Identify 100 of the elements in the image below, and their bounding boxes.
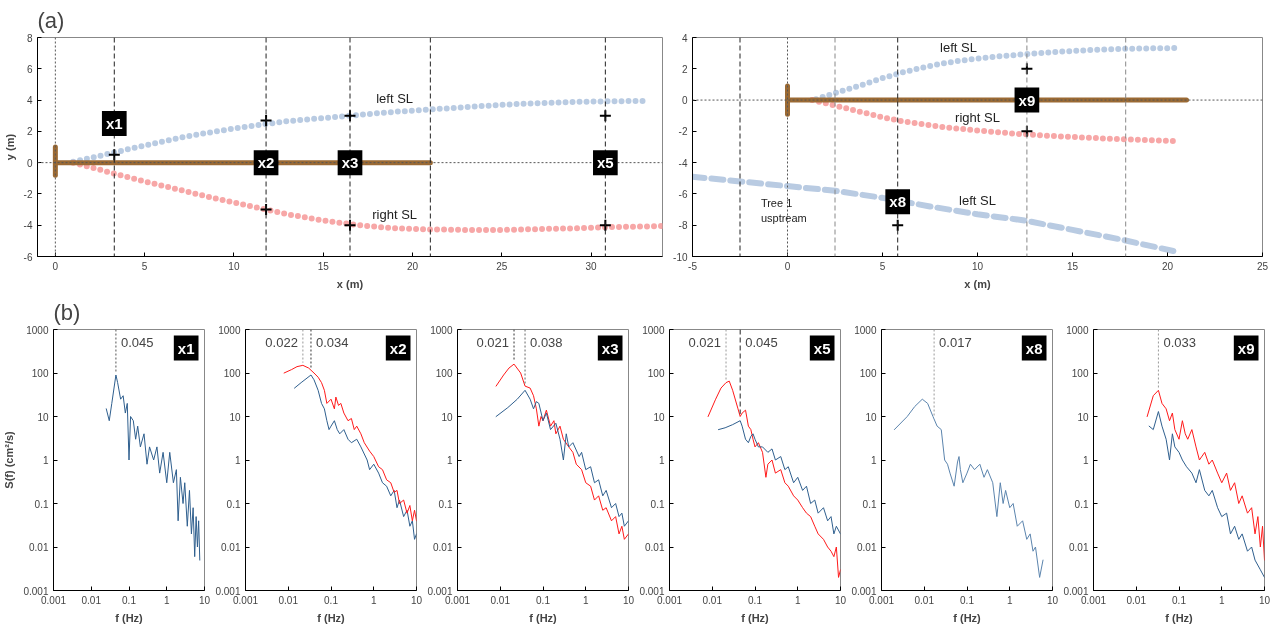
y-tick-label: 0 <box>26 157 33 169</box>
y-tick-label: 0.001 <box>851 585 877 597</box>
y-tick-label: 0.1 <box>438 498 453 510</box>
y-tick-label: 4 <box>26 95 33 107</box>
y-tick-label: -6 <box>678 188 688 200</box>
x-tick-label: 0.1 <box>748 594 763 606</box>
y-tick-label: 1 <box>234 455 241 466</box>
x-tick-label: 0.1 <box>324 594 339 606</box>
annotation: x2 <box>389 339 407 357</box>
x-axis-title: f (Hz) <box>115 611 144 624</box>
y-tick-label: 0.1 <box>862 498 877 510</box>
x-tick-label: 1 <box>582 594 589 606</box>
x-tick-label: 0.01 <box>490 594 511 606</box>
y-tick-label: 0.01 <box>645 542 665 553</box>
x-tick-label: 5 <box>141 260 148 272</box>
y-tick-label: 4 <box>681 32 688 44</box>
x-tick-label: 10 <box>971 260 984 272</box>
y-tick-label: 0.01 <box>221 542 241 553</box>
y-tick-label: 10 <box>229 411 241 423</box>
ref-line-label: 0.033 <box>1163 334 1196 350</box>
y-tick-label: -2 <box>678 126 688 138</box>
x-tick-label: 0.1 <box>122 594 137 606</box>
x-tick-label: 15 <box>1066 260 1079 272</box>
y-tick-label: 0.001 <box>639 585 665 597</box>
y-tick-label: 8 <box>26 32 33 44</box>
y-tick-label: 0.1 <box>34 498 49 510</box>
y-tick-label: 100 <box>859 368 877 379</box>
annotation: x8 <box>889 193 907 211</box>
x-tick-label: 0.01 <box>1126 594 1147 606</box>
y-tick-label: 0.01 <box>29 542 49 553</box>
x-tick-label: 10 <box>622 594 635 606</box>
y-tick-label: 10 <box>653 411 665 423</box>
x-axis-title: f (Hz) <box>953 611 982 624</box>
x-tick-label: 15 <box>317 260 330 272</box>
x-tick-label: 10 <box>410 594 423 606</box>
annotation: x1 <box>177 339 195 357</box>
y-tick-label: 0.01 <box>433 542 453 553</box>
x-tick-label: 0.1 <box>960 594 975 606</box>
ref-line-label: 0.034 <box>315 334 349 350</box>
y-tick-label: 1000 <box>642 324 665 336</box>
x-axis-title: f (Hz) <box>317 611 346 624</box>
x-tick-label: 30 <box>585 260 598 272</box>
x-tick-label: 10 <box>1046 594 1059 606</box>
x-tick-label: 1 <box>794 594 801 606</box>
y-tick-label: -8 <box>678 220 688 232</box>
ref-line-label: 0.021 <box>476 334 510 350</box>
y-tick-label: 1 <box>42 455 49 466</box>
ref-line-label: 0.038 <box>530 334 563 350</box>
x-tick-label: -5 <box>688 260 698 272</box>
annotation: x2 <box>257 154 275 172</box>
y-tick-label: 1000 <box>1066 324 1089 336</box>
annotation: x1 <box>105 115 123 133</box>
y-tick-label: 0.1 <box>1074 498 1089 510</box>
series-label: left SL <box>959 193 996 209</box>
y-axis-title: y (m) <box>3 133 16 161</box>
y-tick-label: 1000 <box>218 324 241 336</box>
y-tick-label: 10 <box>441 411 453 423</box>
x-tick-label: 25 <box>496 260 508 272</box>
x-tick-label: 0 <box>784 260 791 272</box>
y-tick-label: 100 <box>1071 368 1089 379</box>
x-tick-label: 1 <box>1006 594 1013 606</box>
x-tick-label: 20 <box>406 260 419 272</box>
y-tick-label: 1000 <box>854 324 877 336</box>
y-tick-label: 10 <box>865 411 877 423</box>
x-tick-label: 25 <box>1256 260 1269 272</box>
y-tick-label: 0.001 <box>1063 585 1089 597</box>
x-tick-label: 1 <box>370 594 377 606</box>
ref-line-label: 0.045 <box>120 334 154 350</box>
y-tick-label: 1000 <box>430 324 453 336</box>
ref-line-label: 0.022 <box>265 334 298 350</box>
y-tick-label: 0.1 <box>650 498 665 510</box>
x-axis-title: f (Hz) <box>1165 611 1194 624</box>
x-tick-label: 10 <box>198 594 211 606</box>
y-tick-label: -4 <box>678 157 688 169</box>
x-tick-label: 0.01 <box>702 594 723 606</box>
x-axis-title: f (Hz) <box>529 611 558 624</box>
x-tick-label: 0.1 <box>1172 594 1187 606</box>
series-label: right SL <box>955 109 1000 125</box>
x-tick-label: 1 <box>163 594 170 606</box>
x-tick-label: 0.01 <box>278 594 299 606</box>
x-tick-label: 10 <box>834 594 847 606</box>
ref-line-label: 0.021 <box>688 334 722 350</box>
y-tick-label: 0.001 <box>427 585 453 597</box>
x-axis-title: f (Hz) <box>741 611 770 624</box>
annotation: Tree 1 usptream <box>760 197 807 224</box>
series-label: left SL <box>376 90 414 106</box>
y-axis-title: S(f) (cm²/s) <box>3 430 16 489</box>
ref-line-label: 0.017 <box>939 334 972 350</box>
y-tick-label: 100 <box>31 368 49 379</box>
annotation: x8 <box>1025 339 1043 357</box>
series-label: right SL <box>372 207 418 223</box>
y-tick-label: 0.01 <box>1069 542 1089 553</box>
y-tick-label: 0.001 <box>215 585 241 597</box>
x-axis-title: x (m) <box>964 277 991 290</box>
x-tick-label: 0.1 <box>536 594 551 606</box>
annotation: x3 <box>601 339 619 357</box>
x-tick-label: 0.01 <box>81 594 102 606</box>
y-tick-label: 10 <box>1077 411 1089 423</box>
y-tick-label: 100 <box>435 368 453 379</box>
x-tick-label: 10 <box>1258 594 1271 606</box>
